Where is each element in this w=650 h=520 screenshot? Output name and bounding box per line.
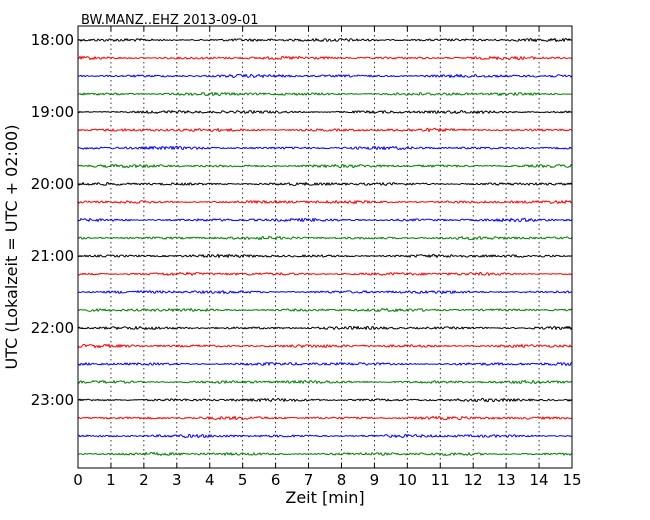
- x-tick-label: 1: [106, 471, 116, 489]
- seismogram-trace: [77, 181, 573, 187]
- x-tick-label: 4: [205, 471, 215, 489]
- y-tick-label: 20:00: [31, 175, 74, 193]
- seismogram-traces: [77, 37, 573, 457]
- seismogram-trace: [77, 145, 573, 151]
- x-axis-label: Zeit [min]: [285, 488, 364, 507]
- y-axis-label: UTC (Lokalzeit = UTC + 02:00): [2, 125, 21, 370]
- seismogram-trace: [77, 110, 573, 114]
- seismogram-trace: [77, 55, 573, 61]
- x-tick-label: 5: [238, 471, 248, 489]
- seismogram-trace: [77, 91, 573, 97]
- seismogram-trace: [77, 73, 573, 79]
- x-tick-label: 3: [172, 471, 182, 489]
- x-tick-label: 13: [497, 471, 516, 489]
- seismogram-trace: [77, 235, 573, 241]
- seismogram-trace: [77, 433, 573, 439]
- x-tick-label: 0: [73, 471, 83, 489]
- x-tick-label: 10: [398, 471, 417, 489]
- x-tick-label: 2: [139, 471, 149, 489]
- seismogram-trace: [77, 343, 573, 349]
- grid-lines: [110, 26, 540, 468]
- chart-title: BW.MANZ..EHZ 2013-09-01: [81, 13, 259, 28]
- seismogram-trace: [77, 290, 573, 295]
- seismogram-trace: [77, 127, 573, 133]
- seismogram-trace: [77, 199, 573, 205]
- x-tick-label: 6: [271, 471, 281, 489]
- seismogram-trace: [77, 37, 573, 43]
- seismogram-trace: [77, 163, 573, 169]
- x-tick-label: 9: [370, 471, 380, 489]
- x-tick-label: 8: [337, 471, 347, 489]
- x-tick-label: 7: [304, 471, 314, 489]
- seismogram-trace: [77, 379, 573, 385]
- y-tick-label: 23:00: [31, 391, 74, 409]
- x-tick-label: 14: [530, 471, 549, 489]
- seismogram-trace: [77, 217, 573, 223]
- x-tick-label: 12: [464, 471, 483, 489]
- y-tick-label: 19:00: [31, 103, 74, 121]
- seismogram-trace: [77, 451, 573, 457]
- seismogram-trace: [77, 397, 573, 403]
- x-tick-label: 15: [562, 471, 581, 489]
- seismogram-trace: [77, 307, 573, 312]
- y-tick-label: 18:00: [31, 31, 74, 49]
- x-tick-label: 11: [431, 471, 450, 489]
- y-axis-ticks: 18:00 19:00 20:00 21:00 22:00 23:00: [31, 31, 572, 409]
- seismogram-trace: [77, 361, 573, 367]
- seismogram-trace: [77, 325, 573, 331]
- y-tick-label: 22:00: [31, 319, 74, 337]
- plot-frame: [77, 25, 573, 469]
- y-tick-label: 21:00: [31, 247, 74, 265]
- x-axis-ticks: 0 1 2 3 4 5 6 7 8 9 10 11 12 13 14 15: [73, 26, 582, 489]
- seismogram-trace: [77, 415, 573, 421]
- seismogram-trace: [77, 253, 573, 258]
- seismogram-trace: [77, 271, 573, 276]
